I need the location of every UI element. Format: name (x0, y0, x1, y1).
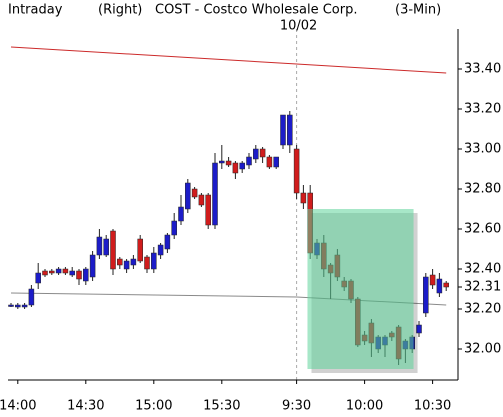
candle-body (429, 274, 436, 286)
y-tick-label: 32.00 (464, 342, 501, 357)
candle-body (266, 156, 273, 168)
candle-body (287, 114, 293, 146)
candle-body (49, 270, 55, 274)
candle-body (423, 276, 429, 314)
candle-body (185, 182, 191, 210)
candle-body (62, 268, 69, 274)
candle-body (416, 324, 422, 334)
candle-body (259, 148, 266, 158)
candle-body (83, 268, 89, 282)
candle-body (103, 238, 109, 256)
candle-body (443, 282, 449, 288)
candle-body (144, 256, 150, 270)
candle-body (171, 220, 177, 236)
candle-body (15, 304, 21, 308)
candle-body (28, 288, 35, 306)
x-tick-label: 9:30 (282, 399, 311, 414)
candle-body (246, 156, 252, 166)
candle-body (198, 194, 205, 206)
candle-body (225, 160, 232, 166)
candle-body (42, 270, 48, 276)
candle-body (280, 114, 286, 146)
x-tick-label: 14:30 (67, 399, 104, 414)
x-tick-label: 10:00 (346, 399, 383, 414)
x-tick-label: 14:00 (0, 399, 37, 414)
y-tick-label: 33.00 (464, 142, 501, 157)
title-interval: (3-Min) (395, 3, 441, 18)
candle-body (239, 162, 245, 170)
x-tick-label: 10:30 (414, 399, 451, 414)
candle-body (205, 194, 211, 226)
y-tick-label: 33.40 (464, 62, 501, 77)
candle-body (123, 260, 130, 270)
candle-body (157, 244, 164, 256)
candle-body (232, 162, 239, 174)
highlight-box (307, 209, 414, 369)
candle-body (89, 254, 96, 278)
candle-body (69, 270, 75, 276)
candle-body (76, 270, 82, 280)
title-symbol: COST - Costco Wholesale Corp. (155, 3, 358, 18)
y-tick-label: 32.80 (464, 182, 501, 197)
y-tick-label: 32.20 (464, 302, 501, 317)
y-tick-label: 32.60 (464, 222, 501, 237)
candle-body (130, 258, 137, 266)
candle-body (21, 304, 28, 308)
candle-body (137, 238, 143, 262)
candle-body (8, 304, 14, 307)
candle-body (293, 148, 300, 194)
title-axis: (Right) (98, 3, 142, 18)
x-tick-label: 15:30 (203, 399, 240, 414)
candle-body (300, 192, 307, 204)
candle-body (212, 162, 218, 226)
candle-body (436, 278, 443, 294)
title-range: Intraday (8, 3, 63, 18)
candle-body (151, 252, 157, 270)
candle-body (253, 148, 259, 160)
candle-body (96, 236, 103, 256)
candle-body (273, 156, 279, 168)
candle-body (117, 258, 123, 266)
candle-body (35, 272, 41, 284)
candle-body (55, 268, 62, 274)
candle-body (219, 160, 225, 164)
y-tick-label: 32.40 (464, 262, 501, 277)
candle-body (178, 206, 184, 222)
date-label: 10/02 (280, 19, 317, 34)
candle-body (191, 188, 198, 198)
x-tick-label: 15:00 (135, 399, 172, 414)
average-line (10, 46, 447, 74)
candle-body (110, 230, 116, 270)
candle-body (164, 234, 171, 250)
y-tick-label: 33.20 (464, 102, 501, 117)
y-tick-label: 32.31 (464, 280, 501, 295)
